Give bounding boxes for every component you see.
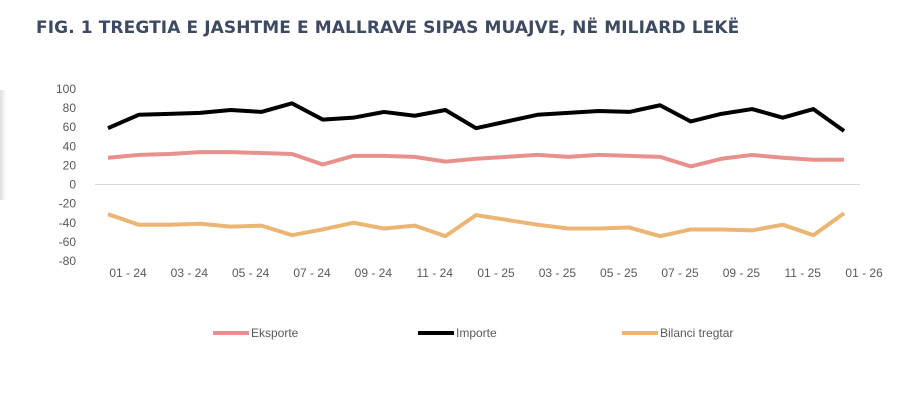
y-tick-label: -20 bbox=[59, 197, 77, 211]
y-tick-label: -40 bbox=[59, 216, 77, 230]
x-tick-label: 11 - 25 bbox=[785, 266, 822, 280]
series-line-eksporte bbox=[107, 150, 845, 169]
page-edge-shadow bbox=[0, 90, 6, 200]
legend-label: Importe bbox=[456, 326, 497, 340]
y-tick-label: 80 bbox=[63, 101, 77, 115]
x-tick-label: 01 - 25 bbox=[477, 266, 515, 280]
x-tick-label: 09 - 24 bbox=[355, 266, 393, 280]
y-tick-label: 0 bbox=[69, 178, 76, 192]
legend-label: Eksporte bbox=[251, 326, 299, 340]
x-tick-label: 07 - 24 bbox=[293, 266, 331, 280]
y-tick-label: 20 bbox=[63, 158, 77, 172]
y-tick-label: 60 bbox=[63, 120, 77, 134]
x-tick-label: 05 - 25 bbox=[600, 266, 638, 280]
x-tick-label: 07 - 25 bbox=[661, 266, 699, 280]
series-line-importe bbox=[107, 101, 846, 133]
x-tick-label: 09 - 25 bbox=[723, 266, 761, 280]
chart-title: FIG. 1 TREGTIA E JASHTME E MALLRAVE SIPA… bbox=[36, 18, 740, 38]
x-tick-label: 03 - 24 bbox=[171, 266, 209, 280]
x-tick-label: 11 - 24 bbox=[416, 266, 453, 280]
y-tick-label: -60 bbox=[59, 235, 77, 249]
x-tick-label: 01 - 24 bbox=[109, 266, 147, 280]
y-tick-label: 40 bbox=[63, 139, 77, 153]
x-tick-label: 01 - 26 bbox=[845, 266, 883, 280]
y-tick-label: 100 bbox=[56, 82, 76, 96]
series-line-bilanci-tregtar bbox=[107, 211, 846, 239]
x-tick-label: 05 - 24 bbox=[232, 266, 270, 280]
y-tick-label: -80 bbox=[59, 254, 77, 268]
x-tick-label: 03 - 25 bbox=[539, 266, 577, 280]
legend-label: Bilanci tregtar bbox=[660, 326, 733, 340]
